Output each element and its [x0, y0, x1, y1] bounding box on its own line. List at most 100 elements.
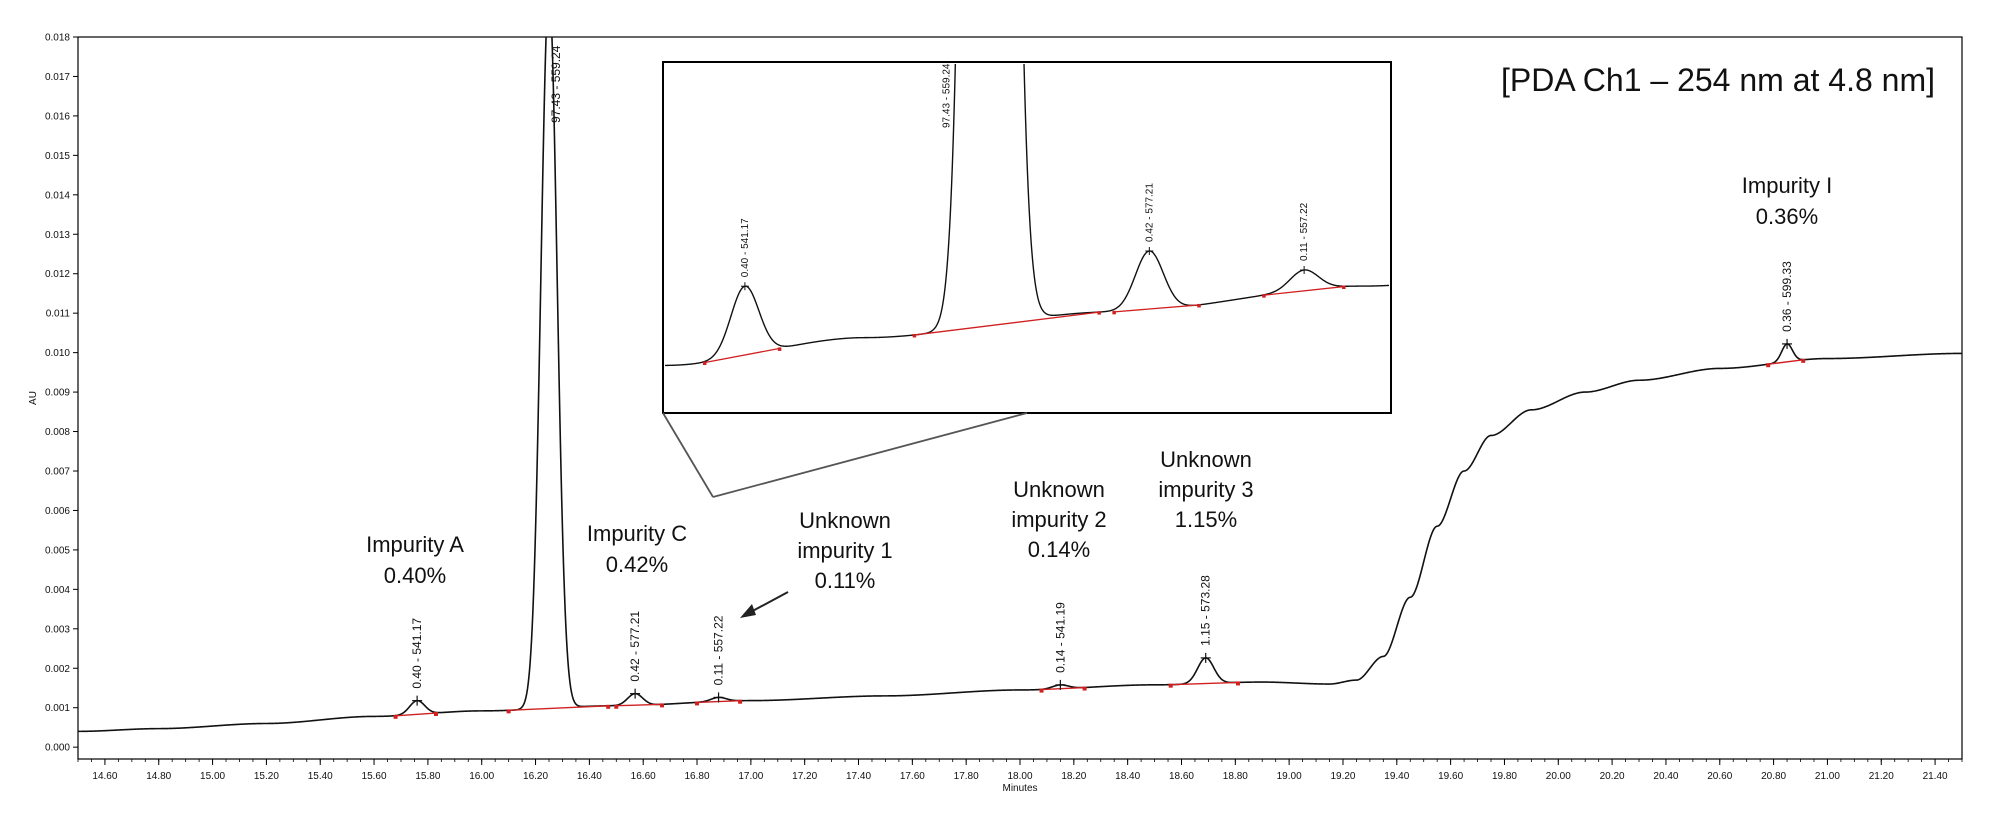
integration-baseline [508, 705, 609, 712]
x-tick-label: 16.00 [469, 771, 494, 782]
x-tick-label: 17.20 [792, 771, 817, 782]
inset-connector-right [712, 412, 1028, 498]
y-axis-title: AU [28, 391, 39, 405]
inset-integration-marker [1342, 285, 1346, 290]
y-tick-label: 0.002 [45, 664, 70, 675]
x-tick-label: 18.20 [1061, 771, 1086, 782]
x-tick-label: 18.60 [1169, 771, 1194, 782]
peak-label: 1.15 - 573.28 [1199, 575, 1213, 646]
x-tick-label: 20.00 [1546, 771, 1571, 782]
integration-end-marker [1236, 681, 1241, 686]
x-tick-label: 17.60 [900, 771, 925, 782]
integration-start-marker [393, 714, 398, 719]
y-tick-label: 0.008 [45, 427, 70, 438]
inset-integration-baseline [1264, 285, 1345, 296]
annotation-unknown-1-value: 0.11% [815, 568, 876, 593]
x-tick-label: 18.00 [1007, 771, 1032, 782]
y-tick-label: 0.005 [45, 545, 70, 556]
integration-end-marker [606, 704, 611, 709]
integration-baseline [395, 712, 437, 717]
x-tick-label: 16.60 [631, 771, 656, 782]
y-tick-label: 0.011 [46, 309, 71, 320]
inset-frame [662, 61, 1392, 414]
x-tick-label: 15.20 [254, 771, 279, 782]
integration-end-marker [1801, 358, 1806, 363]
y-tick-label: 0.014 [45, 190, 70, 201]
peak-label: 0.14 - 541.19 [1053, 602, 1067, 673]
integration-start-marker [1039, 688, 1044, 693]
inset-integration-marker [777, 347, 782, 351]
annotation-impurity-a-value: 0.40% [384, 563, 446, 588]
annotation-impurity-c-name: Impurity C [587, 521, 687, 546]
integration-end-marker [738, 699, 743, 704]
integration-end-marker [1082, 686, 1087, 691]
x-tick-label: 18.40 [1115, 771, 1140, 782]
annotation-impurity-c-value: 0.42% [606, 552, 668, 577]
x-tick-label: 20.40 [1653, 771, 1678, 782]
annotation-unknown-1-arrowhead [740, 604, 756, 618]
y-tick-label: 0.012 [45, 269, 70, 280]
integration-end-marker [660, 703, 665, 708]
x-tick-label: 19.40 [1384, 771, 1409, 782]
x-tick-label: 14.80 [146, 771, 171, 782]
signal-trace [78, 37, 1962, 733]
annotation-impurity-i-value: 0.36% [1756, 204, 1818, 229]
inset-peak-label: 0.40 - 541.17 [740, 218, 751, 277]
chart-title: [PDA Ch1 – 254 nm at 4.8 nm] [1501, 62, 1935, 98]
x-axis: 14.60 14.80 15.00 15.20 15.40 15.60 15.80 16.00… [77, 759, 1963, 782]
integration-baseline [616, 703, 663, 707]
x-tick-label: 15.60 [362, 771, 387, 782]
annotation-unknown-2-value: 0.14% [1028, 537, 1090, 562]
x-tick-label: 19.20 [1330, 771, 1355, 782]
inset-plot: 0.40 - 541.17 97.43 - 559.24 0.42 - 577.21… [665, 63, 1389, 367]
integration-baseline [1041, 686, 1085, 691]
x-tick-label: 19.00 [1277, 771, 1302, 782]
integration-start-marker [1766, 363, 1771, 368]
x-tick-label: 17.00 [738, 771, 763, 782]
x-tick-label: 18.80 [1223, 771, 1248, 782]
x-tick-label: 17.80 [954, 771, 979, 782]
inset-integration-marker [1262, 294, 1266, 298]
inset-integration-marker [1197, 303, 1201, 308]
annotation-unknown-3-line2: impurity 3 [1158, 477, 1253, 502]
integration-baseline [1170, 681, 1239, 686]
inset-peak-label: 0.42 - 577.21 [1144, 183, 1155, 242]
y-tick-label: 0.017 [45, 72, 70, 83]
inset-integration-baseline [914, 311, 1100, 336]
y-axis: 0.000 0.001 0.002 0.003 0.004 0.005 0.006 0.007… [45, 33, 78, 754]
main-plot: 0.40 - 541.17 97.43 - 559.24 0.42 - 577.21… [78, 37, 1962, 733]
inset-integration-marker [702, 361, 707, 366]
inset-connector-left [662, 412, 714, 498]
peak-label: 0.40 - 541.17 [410, 618, 424, 689]
peak-label: 0.42 - 577.21 [628, 611, 642, 682]
annotations: Impurity A 0.40% Impurity C 0.42% Unknow… [366, 173, 1832, 618]
annotation-unknown-1-line1: Unknown [799, 508, 891, 533]
integration-end-marker [433, 712, 438, 717]
integration-baseline [1768, 359, 1804, 365]
x-tick-label: 16.80 [685, 771, 710, 782]
y-tick-label: 0.001 [45, 703, 70, 714]
inset-integration-baseline [704, 347, 780, 364]
x-tick-label: 20.80 [1761, 771, 1786, 782]
x-tick-label: 20.60 [1707, 771, 1732, 782]
x-tick-label: 21.20 [1869, 771, 1894, 782]
inset-integration-marker [1097, 311, 1101, 315]
x-tick-label: 16.20 [523, 771, 548, 782]
integration-start-marker [1168, 683, 1173, 688]
annotation-unknown-1-line2: impurity 1 [797, 538, 892, 563]
annotation-unknown-2-line2: impurity 2 [1011, 507, 1106, 532]
y-tick-label: 0.003 [45, 624, 70, 635]
x-tick-label: 15.00 [200, 771, 225, 782]
x-axis-title: Minutes [1002, 783, 1037, 794]
inset-integration-marker [912, 333, 917, 338]
peak-label: 0.36 - 599.33 [1780, 261, 1794, 332]
y-tick-label: 0.007 [45, 466, 70, 477]
integration-start-marker [506, 709, 511, 714]
inset-integration-baseline [1114, 304, 1200, 313]
x-tick-label: 15.40 [308, 771, 333, 782]
integration-start-marker [695, 701, 700, 706]
peak-label: 0.11 - 557.22 [712, 615, 726, 685]
y-tick-label: 0.018 [45, 33, 70, 44]
